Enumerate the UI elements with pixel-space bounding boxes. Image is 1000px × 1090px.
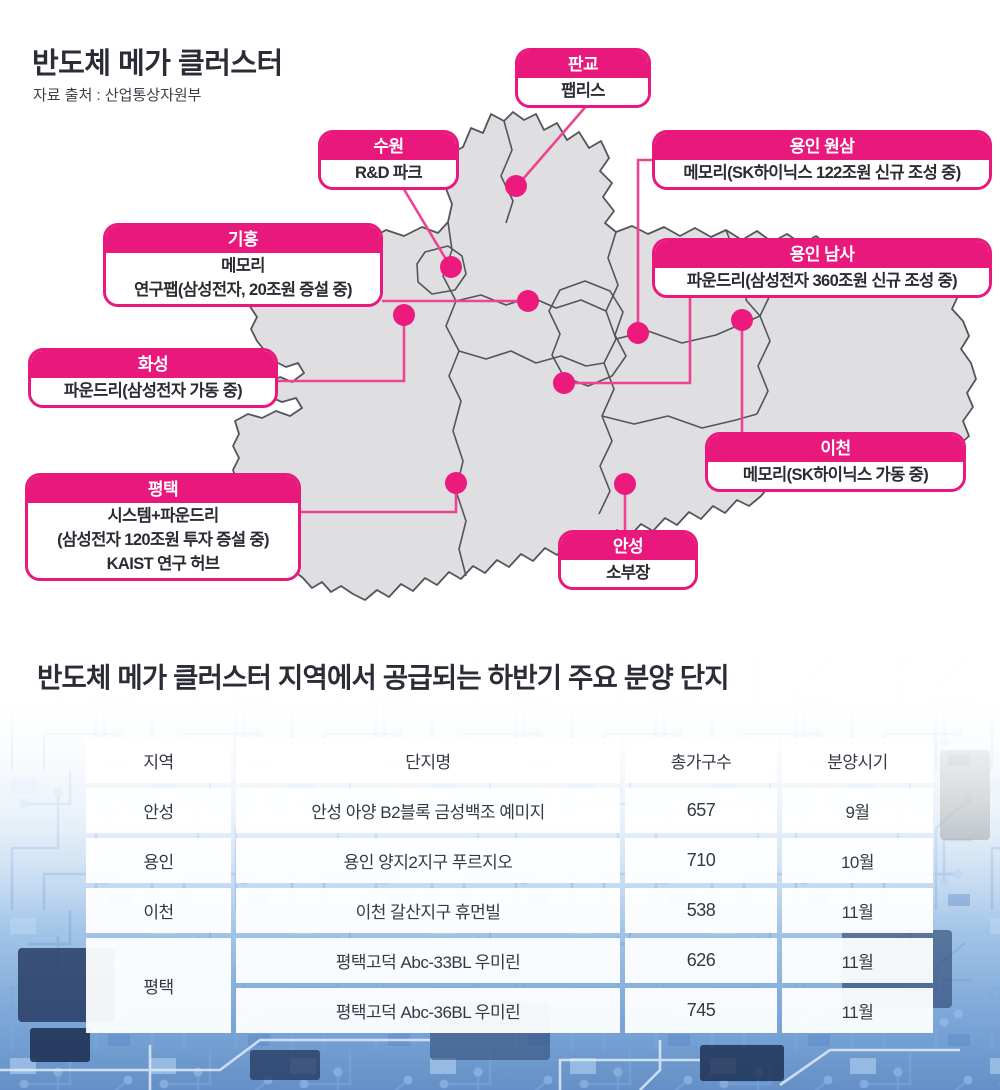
table-cell-region: 이천	[86, 888, 231, 933]
label-hwaseong: 화성 파운드리(삼성전자 가동 중)	[28, 348, 278, 408]
connector-suwon	[400, 185, 452, 267]
district-borders	[416, 120, 773, 577]
label-pangyo: 판교 팹리스	[515, 48, 651, 108]
supply-section: 반도체 메가 클러스터 지역에서 공급되는 하반기 주요 분양 단지 지역 단지…	[0, 630, 1000, 1090]
col-header-complex: 단지명	[236, 738, 620, 783]
site-markers	[393, 175, 753, 495]
page-title: 반도체 메가 클러스터	[32, 48, 283, 80]
col-header-region: 지역	[86, 738, 231, 783]
label-pangyo-line: 팹리스	[561, 82, 605, 100]
label-anseong: 안성 소부장	[558, 530, 698, 590]
label-hwaseong-title: 화성	[31, 351, 275, 378]
label-anseong-title: 안성	[561, 533, 695, 560]
marker-wonsam	[627, 322, 649, 344]
connector-wonsam	[636, 158, 654, 333]
connector-namsa	[564, 294, 692, 385]
marker-giheung	[517, 290, 539, 312]
label-icheon-line: 메모리(SK하이닉스 가동 중)	[742, 466, 929, 484]
label-pyeongtaek-line: 시스템+파운드리	[107, 507, 219, 525]
table-cell-complex: 이천 갈산지구 휴먼빌	[236, 888, 620, 933]
marker-suwon	[440, 256, 462, 278]
table-cell-period: 11월	[782, 988, 933, 1033]
label-hwaseong-line: 파운드리(삼성전자 가동 중)	[63, 382, 243, 400]
label-pyeongtaek-line: KAIST 연구 허브	[106, 555, 220, 573]
table-cell-households: 538	[625, 888, 777, 933]
marker-pyeongtaek	[445, 472, 467, 494]
table-cell-region-merged: 평택	[86, 938, 231, 1033]
table-cell-region: 안성	[86, 788, 231, 833]
label-pangyo-title: 판교	[518, 51, 648, 78]
label-yongin-wonsam-title: 용인 원삼	[655, 133, 989, 160]
col-header-households: 총가구수	[625, 738, 777, 783]
marker-icheon	[731, 309, 753, 331]
table-cell-households: 626	[625, 938, 777, 983]
map-section: 반도체 메가 클러스터 자료 출처 : 산업통상자원부 판교 팹리스 수원 R&…	[25, 48, 992, 601]
label-yongin-namsa-title: 용인 남사	[655, 241, 989, 268]
connector-lines	[275, 103, 744, 532]
label-yongin-wonsam: 용인 원삼 메모리(SK하이닉스 122조원 신규 조성 중)	[652, 130, 992, 190]
circuit-traces	[0, 1038, 960, 1090]
label-giheung: 기흥 메모리 연구팹(삼성전자, 20조원 증설 중)	[103, 223, 383, 307]
label-suwon-title: 수원	[321, 133, 456, 160]
table-cell-complex: 안성 아양 B2블록 금성백조 예미지	[236, 788, 620, 833]
table-cell-period: 11월	[782, 888, 933, 933]
label-icheon: 이천 메모리(SK하이닉스 가동 중)	[705, 432, 966, 492]
supply-table: 지역 단지명 총가구수 분양시기 안성 안성 아양 B2블록 금성백조 예미지 …	[86, 738, 933, 1033]
label-giheung-title: 기흥	[106, 226, 380, 253]
label-anseong-line: 소부장	[606, 564, 650, 582]
label-suwon: 수원 R&D 파크	[318, 130, 459, 190]
label-icheon-title: 이천	[708, 435, 963, 462]
label-giheung-line: 연구팹(삼성전자, 20조원 증설 중)	[134, 281, 352, 299]
supply-section-title: 반도체 메가 클러스터 지역에서 공급되는 하반기 주요 분양 단지	[37, 662, 730, 693]
marker-anseong	[614, 473, 636, 495]
table-cell-period: 10월	[782, 838, 933, 883]
label-yongin-wonsam-line: 메모리(SK하이닉스 122조원 신규 조성 중)	[683, 164, 961, 182]
table-cell-households: 710	[625, 838, 777, 883]
label-pyeongtaek-title: 평택	[28, 476, 298, 503]
label-suwon-line: R&D 파크	[354, 164, 423, 182]
table-cell-period: 11월	[782, 938, 933, 983]
table-cell-households: 657	[625, 788, 777, 833]
marker-namsa	[553, 372, 575, 394]
table-cell-complex: 평택고덕 Abc-36BL 우미린	[236, 988, 620, 1033]
connector-hwaseong	[275, 315, 406, 383]
table-cell-households: 745	[625, 988, 777, 1033]
table-cell-complex: 용인 양지2지구 푸르지오	[236, 838, 620, 883]
col-header-period: 분양시기	[782, 738, 933, 783]
page-source: 자료 출처 : 산업통상자원부	[33, 87, 202, 104]
connector-pangyo	[516, 103, 589, 187]
label-pyeongtaek-line: (삼성전자 120조원 투자 증설 중)	[57, 531, 269, 549]
label-pyeongtaek: 평택 시스템+파운드리 (삼성전자 120조원 투자 증설 중) KAIST 연…	[25, 473, 301, 581]
table-cell-complex: 평택고덕 Abc-33BL 우미린	[236, 938, 620, 983]
label-giheung-line: 메모리	[221, 257, 265, 275]
table-cell-region: 용인	[86, 838, 231, 883]
marker-hwaseong	[393, 304, 415, 326]
marker-pangyo	[505, 175, 527, 197]
table-cell-period: 9월	[782, 788, 933, 833]
label-yongin-namsa-line: 파운드리(삼성전자 360조원 신규 조성 중)	[686, 272, 958, 290]
label-yongin-namsa: 용인 남사 파운드리(삼성전자 360조원 신규 조성 중)	[652, 238, 992, 298]
